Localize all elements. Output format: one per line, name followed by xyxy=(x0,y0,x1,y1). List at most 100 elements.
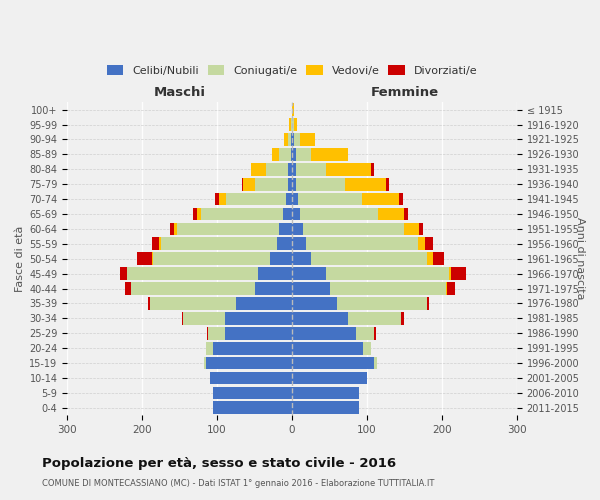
Bar xyxy=(363,342,371,354)
Bar xyxy=(446,282,447,295)
Bar xyxy=(148,297,149,310)
Text: Popolazione per età, sesso e stato civile - 2016: Popolazione per età, sesso e stato civil… xyxy=(42,458,396,470)
Bar xyxy=(433,252,444,265)
Bar xyxy=(224,312,292,324)
Bar xyxy=(244,178,254,190)
Bar xyxy=(451,268,466,280)
Bar xyxy=(292,386,359,400)
Bar xyxy=(278,222,292,235)
Bar xyxy=(266,163,289,175)
Bar xyxy=(401,312,404,324)
Bar xyxy=(305,238,418,250)
Bar xyxy=(427,252,433,265)
Bar xyxy=(292,133,293,146)
Bar xyxy=(419,222,423,235)
Bar xyxy=(292,312,348,324)
Bar xyxy=(272,148,280,160)
Bar xyxy=(299,133,314,146)
Bar xyxy=(214,402,292,414)
Bar xyxy=(292,238,305,250)
Bar xyxy=(449,268,451,280)
Bar xyxy=(259,268,292,280)
Bar xyxy=(206,327,208,340)
Bar xyxy=(299,208,378,220)
Bar xyxy=(283,208,292,220)
Bar xyxy=(292,178,296,190)
Bar xyxy=(184,312,224,324)
Bar xyxy=(292,268,326,280)
Bar xyxy=(326,268,449,280)
Bar xyxy=(182,312,184,324)
Bar xyxy=(173,222,178,235)
Bar xyxy=(356,327,374,340)
Bar xyxy=(215,193,218,205)
Y-axis label: Fasce di età: Fasce di età xyxy=(15,226,25,292)
Bar xyxy=(311,252,427,265)
Bar xyxy=(374,357,377,370)
Bar xyxy=(214,342,292,354)
Bar xyxy=(125,282,131,295)
Bar xyxy=(152,238,160,250)
Bar xyxy=(371,163,374,175)
Bar xyxy=(280,148,290,160)
Bar xyxy=(427,297,429,310)
Bar xyxy=(425,238,433,250)
Bar xyxy=(292,342,363,354)
Bar xyxy=(193,208,197,220)
Bar xyxy=(178,222,278,235)
Bar xyxy=(386,178,389,190)
Bar xyxy=(292,327,356,340)
Bar xyxy=(296,163,326,175)
Bar xyxy=(404,208,408,220)
Bar xyxy=(362,193,399,205)
Bar xyxy=(289,118,290,131)
Bar xyxy=(404,222,419,235)
Text: Maschi: Maschi xyxy=(154,86,206,99)
Text: COMUNE DI MONTECASSIANO (MC) - Dati ISTAT 1° gennaio 2016 - Elaborazione TUTTITA: COMUNE DI MONTECASSIANO (MC) - Dati ISTA… xyxy=(42,479,434,488)
Bar xyxy=(214,386,292,400)
Bar xyxy=(293,133,299,146)
Bar xyxy=(303,222,404,235)
Bar xyxy=(296,178,344,190)
Bar xyxy=(160,238,161,250)
Bar xyxy=(296,148,311,160)
Bar xyxy=(311,148,348,160)
Bar xyxy=(292,148,296,160)
Bar xyxy=(292,163,296,175)
Bar xyxy=(131,282,254,295)
Bar xyxy=(292,104,293,116)
Bar xyxy=(292,193,298,205)
Bar xyxy=(378,208,404,220)
Bar xyxy=(277,238,292,250)
Bar xyxy=(337,297,427,310)
Bar xyxy=(206,342,214,354)
Bar xyxy=(120,268,127,280)
Bar xyxy=(205,357,206,370)
Bar xyxy=(218,193,226,205)
Bar xyxy=(226,193,286,205)
Bar xyxy=(208,327,224,340)
Bar xyxy=(290,148,292,160)
Bar xyxy=(254,178,289,190)
Bar xyxy=(298,193,362,205)
Bar xyxy=(287,133,292,146)
Bar xyxy=(170,222,173,235)
Bar xyxy=(348,312,401,324)
Bar xyxy=(292,357,374,370)
Bar xyxy=(289,163,292,175)
Bar xyxy=(284,133,287,146)
Bar xyxy=(292,118,293,131)
Bar xyxy=(447,282,455,295)
Bar xyxy=(269,252,292,265)
Bar xyxy=(292,297,337,310)
Bar xyxy=(152,252,154,265)
Bar xyxy=(292,282,329,295)
Bar xyxy=(236,297,292,310)
Bar xyxy=(292,252,311,265)
Bar xyxy=(127,268,259,280)
Bar xyxy=(418,238,425,250)
Bar xyxy=(292,208,299,220)
Bar xyxy=(344,178,386,190)
Bar xyxy=(149,297,236,310)
Bar xyxy=(154,252,269,265)
